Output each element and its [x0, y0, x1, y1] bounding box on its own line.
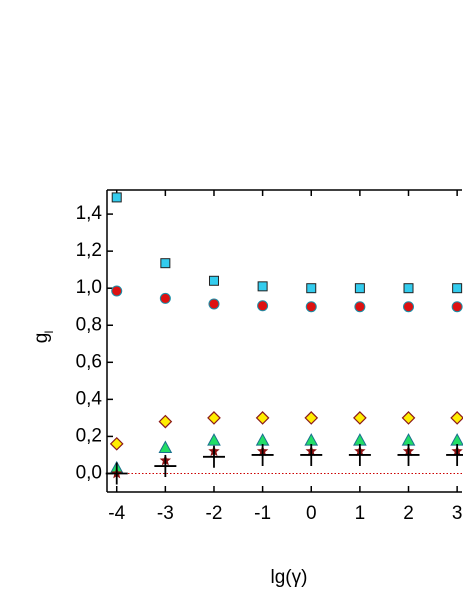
y-tick-label: 0,0 — [76, 462, 102, 483]
x-tick-label: 3 — [452, 503, 463, 524]
y-tick-label: 1,4 — [76, 203, 103, 224]
point-triangle — [353, 433, 367, 446]
point-diamond — [158, 414, 173, 429]
x-tick-label: -1 — [254, 503, 271, 524]
y-tick-label: 1,2 — [76, 240, 102, 261]
y-axis-label-subscript: l — [42, 331, 56, 334]
point-diamond — [109, 436, 124, 451]
point-cross — [251, 443, 274, 466]
point-diamond — [353, 411, 367, 425]
x-tick-label: -3 — [157, 503, 174, 524]
point-square — [403, 283, 414, 294]
y-tick-label: 1,0 — [76, 277, 102, 298]
x-tick-label: 1 — [355, 503, 366, 524]
point-square — [452, 283, 463, 294]
point-square — [354, 283, 365, 294]
point-square — [257, 281, 268, 292]
point-circle — [451, 301, 463, 313]
x-tick-label: -2 — [206, 503, 223, 524]
y-tick-label: 0,2 — [76, 425, 102, 446]
y-axis-label: g — [31, 333, 52, 344]
y-axis-label-group: g l — [31, 331, 56, 344]
point-diamond — [401, 411, 416, 425]
point-cross — [300, 443, 323, 466]
point-triangle — [255, 433, 270, 446]
point-diamond — [255, 411, 270, 425]
point-diamond — [304, 411, 319, 425]
point-cross — [446, 443, 463, 466]
point-square — [160, 258, 171, 269]
x-axis-label: lg(γ) — [271, 567, 308, 588]
point-square — [208, 275, 219, 286]
point-diamond — [450, 411, 463, 425]
point-triangle — [304, 433, 319, 446]
point-cross — [154, 455, 177, 478]
point-cross — [397, 443, 420, 466]
y-tick-label: 0,8 — [76, 314, 102, 335]
point-circle — [111, 285, 123, 297]
point-circle — [208, 298, 220, 310]
point-triangle — [207, 433, 221, 446]
point-cross — [348, 443, 371, 466]
point-cross — [202, 445, 225, 468]
x-tick-label: 2 — [403, 503, 414, 524]
point-square — [306, 283, 317, 294]
point-square — [111, 192, 122, 203]
point-triangle — [450, 433, 463, 446]
point-circle — [354, 301, 366, 313]
point-circle — [305, 301, 317, 313]
x-tick-label: 0 — [306, 503, 317, 524]
y-tick-label: 0,6 — [76, 351, 102, 372]
y-tick-label: 0,4 — [76, 388, 103, 409]
point-triangle — [158, 440, 173, 454]
point-circle — [403, 301, 415, 313]
x-tick-label: -4 — [108, 503, 125, 524]
point-cross — [105, 462, 128, 485]
point-circle — [159, 292, 171, 304]
point-diamond — [207, 411, 221, 425]
point-triangle — [401, 433, 416, 446]
point-circle — [257, 300, 269, 312]
